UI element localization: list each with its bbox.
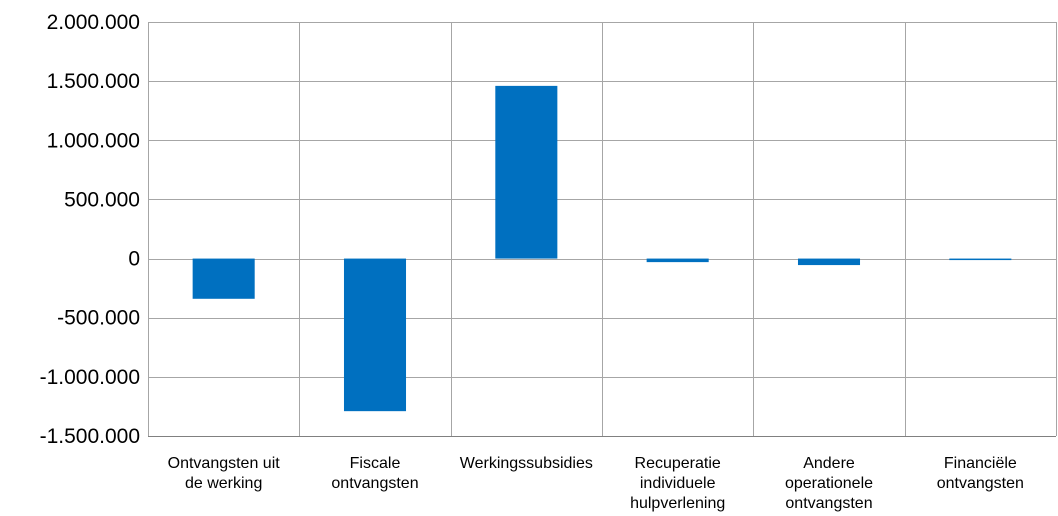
x-category-label: Financiële ontvangsten: [937, 455, 1024, 492]
x-category-label: Recuperatie individuele hulpverlening: [630, 455, 725, 512]
y-tick-label: 1.000.000: [47, 129, 140, 152]
bar: [646, 258, 709, 263]
bar: [343, 258, 407, 412]
bars: [192, 85, 1012, 412]
gridlines: [148, 22, 1057, 437]
bar: [495, 85, 558, 259]
x-category-label: Fiscale ontvangsten: [331, 455, 418, 492]
y-tick-label: -500.000: [57, 307, 140, 330]
x-axis-category-labels: Ontvangsten uit de werking Fiscale ontvangs…: [168, 455, 1024, 512]
y-tick-label: -1.500.000: [40, 425, 140, 448]
x-category-label: Werkingssubsidies: [460, 455, 593, 472]
x-category-label: Andere operationele ontvangsten: [785, 455, 873, 512]
x-category-label: Ontvangsten uit de werking: [168, 455, 281, 492]
bar: [192, 258, 255, 299]
y-tick-label: -1.000.000: [40, 366, 140, 389]
bar: [949, 258, 1012, 261]
y-tick-label: 2.000.000: [47, 11, 140, 34]
y-tick-label: 1.500.000: [47, 70, 140, 93]
y-tick-label: 500.000: [64, 188, 140, 211]
y-tick-label: 0: [128, 248, 140, 271]
y-axis-tick-labels: 2.000.000 1.500.000 1.000.000 500.000 0 -500.…: [40, 11, 140, 448]
bar: [797, 258, 861, 266]
